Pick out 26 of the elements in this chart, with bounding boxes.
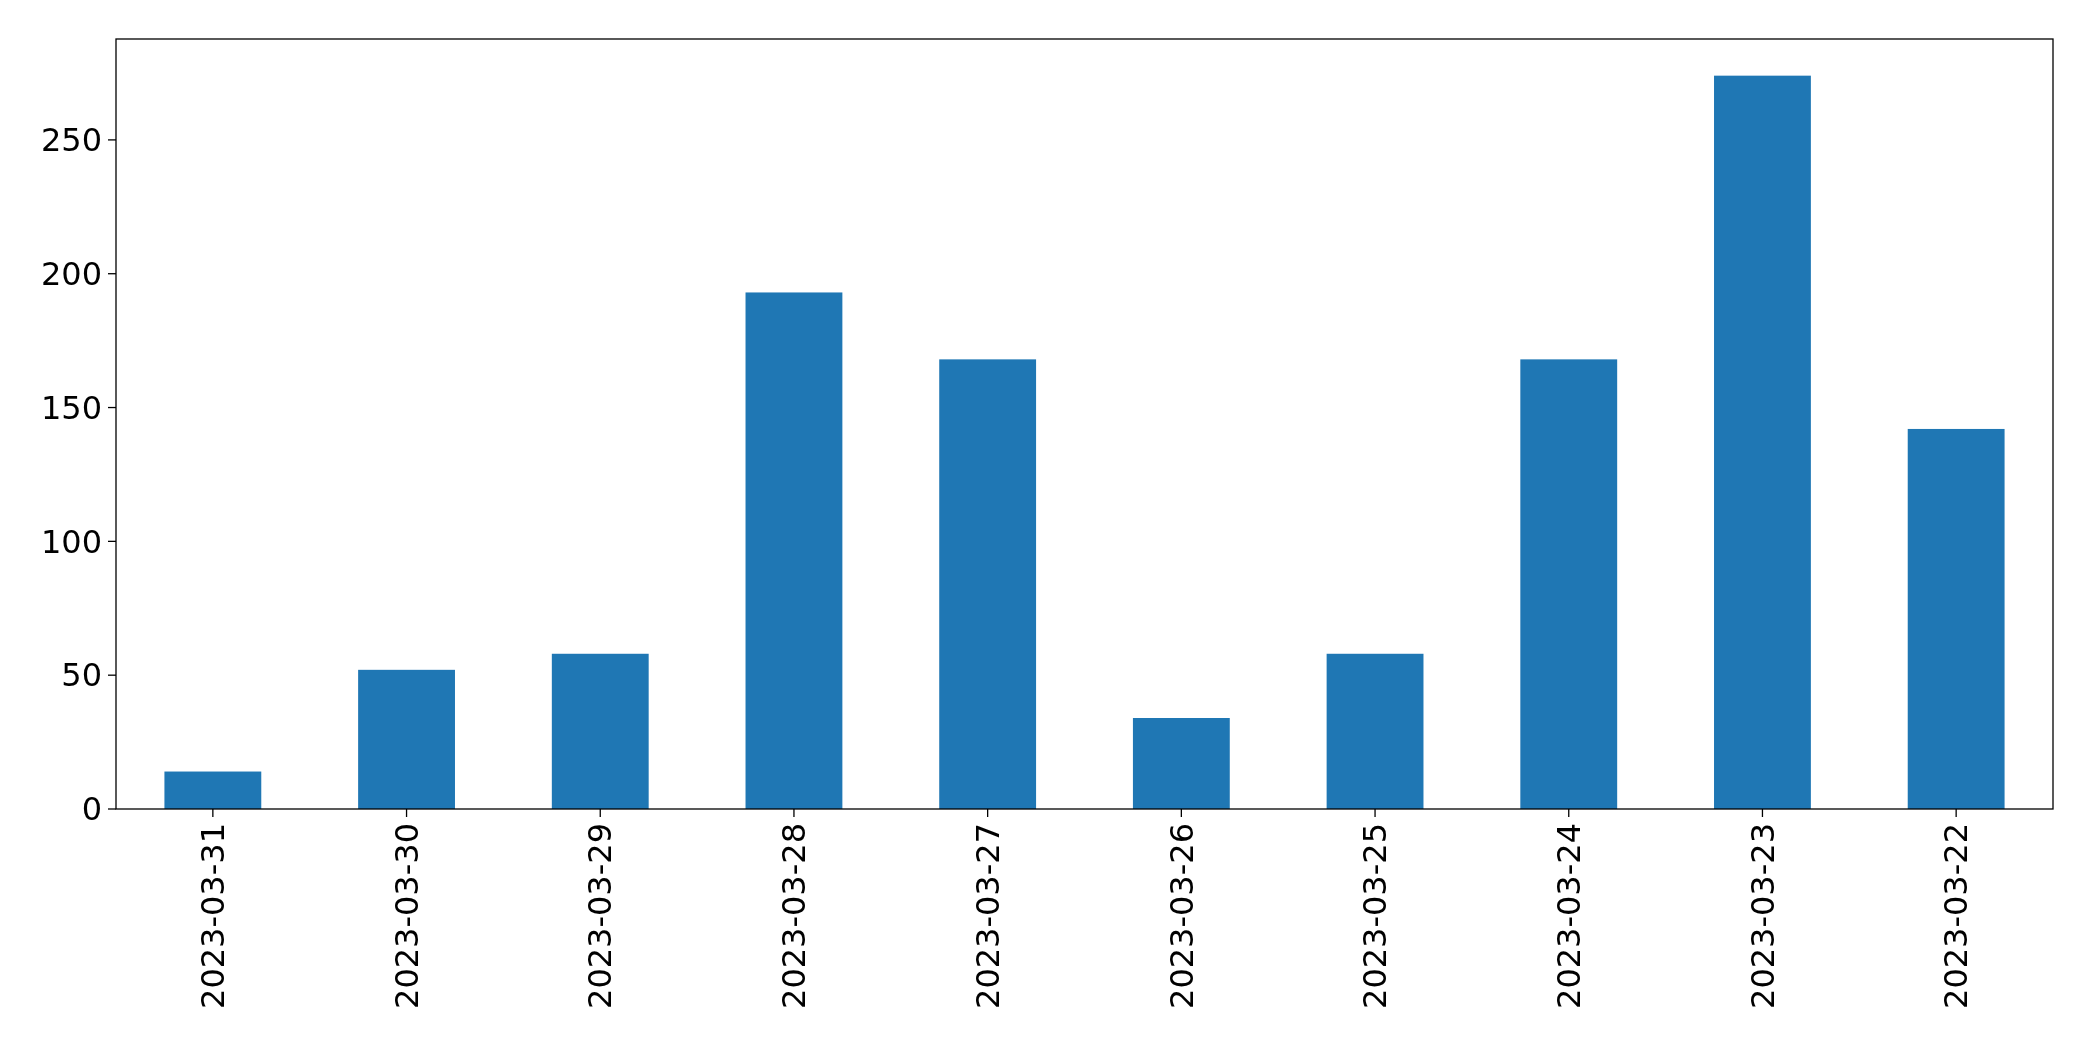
x-tick-label: 2023-03-22 — [1937, 823, 1976, 1009]
bar — [1520, 359, 1618, 809]
x-tick-label: 2023-03-29 — [581, 823, 620, 1009]
bar — [1326, 653, 1424, 809]
bar — [1714, 75, 1811, 809]
y-tick-label: 0 — [81, 790, 102, 829]
y-tick-label: 150 — [40, 388, 102, 427]
x-tick-label: 2023-03-31 — [194, 823, 233, 1009]
y-tick-label: 100 — [40, 522, 102, 561]
bar — [551, 653, 649, 809]
x-tick-label: 2023-03-25 — [1356, 823, 1395, 1009]
bar — [164, 771, 262, 809]
bar — [1132, 718, 1230, 809]
x-tick-label: 2023-03-27 — [968, 823, 1007, 1009]
bar — [745, 292, 843, 809]
x-tick-label: 2023-03-30 — [387, 823, 426, 1009]
y-tick-label: 250 — [40, 121, 102, 160]
bar — [1907, 428, 2005, 809]
x-tick-label: 2023-03-23 — [1743, 823, 1782, 1009]
x-tick-label: 2023-03-26 — [1162, 823, 1201, 1009]
x-tick-label: 2023-03-28 — [775, 823, 814, 1009]
bar — [358, 669, 455, 809]
y-tick-label: 200 — [40, 254, 102, 293]
bar — [939, 359, 1037, 809]
y-tick-label: 50 — [61, 656, 102, 695]
x-tick-label: 2023-03-24 — [1549, 823, 1588, 1009]
